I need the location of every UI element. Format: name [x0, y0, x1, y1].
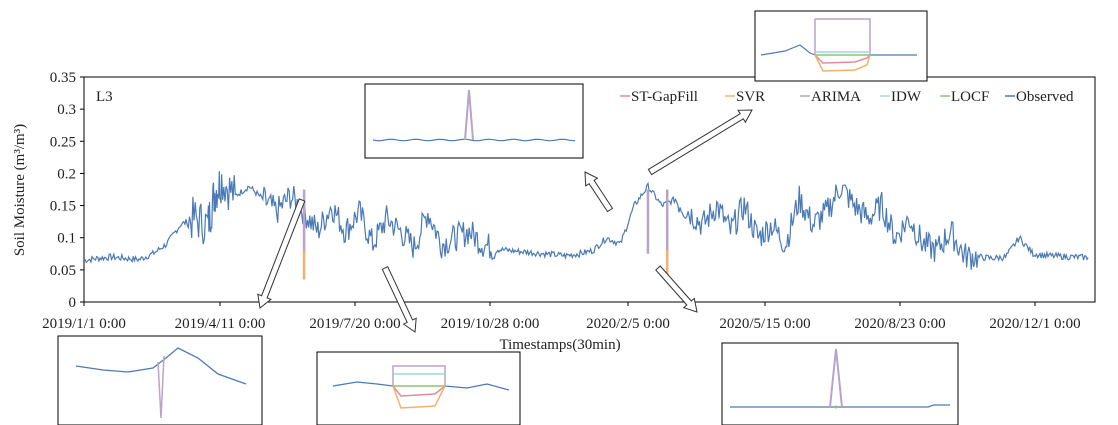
x-tick-label: 2020/5/15 0:00 [719, 316, 810, 332]
inset-observed-line [332, 381, 394, 387]
x-tick-label: 2020/12/1 0:00 [989, 316, 1080, 332]
inset-bottom-mid [316, 351, 521, 425]
callout-arrows [257, 109, 753, 333]
inset-frame [721, 342, 959, 425]
inset-top-middle [364, 83, 584, 159]
plot-frame [83, 76, 1096, 303]
inset-svr-line [814, 54, 871, 72]
y-tick-label: 0.05 [50, 263, 76, 279]
y-tick-label: 0.1 [57, 231, 76, 247]
inset-locf-dot [834, 405, 838, 409]
x-axis-title: Timestamps(30min) [499, 337, 620, 353]
inset-stgapfill-line [392, 385, 446, 397]
callout-arrow [655, 265, 698, 313]
inset-frame [364, 83, 584, 159]
legend-entry: ARIMA [811, 89, 861, 105]
inset-arima-line [829, 348, 843, 408]
legend-entry: SVR [736, 89, 765, 105]
inset-frame [316, 351, 521, 425]
inset-stgapfill-line [814, 54, 871, 64]
y-tick-label: 0.2 [57, 166, 76, 182]
y-tick-label: 0.35 [50, 70, 76, 86]
inset-frame [754, 10, 928, 82]
inset-arima-line [392, 365, 446, 386]
y-tick-label: 0.3 [57, 102, 76, 118]
inset-observed-line [372, 138, 576, 142]
inset-svr-line [392, 385, 446, 409]
callout-arrow [257, 198, 306, 309]
y-axis-title: Soil Moisture (m³/m³) [12, 124, 28, 256]
main-series-group [83, 171, 1089, 270]
callout-arrow [381, 266, 417, 333]
inset-arima-line [157, 355, 165, 419]
x-tick-label: 2020/2/5 0:00 [586, 316, 670, 332]
x-axis-ticks: 2019/1/1 0:00 2019/4/11 0:00 2019/7/20 0:0… [42, 302, 1081, 332]
y-tick-label: 0 [69, 295, 77, 311]
x-tick-label: 2019/1/1 0:00 [42, 316, 126, 332]
callout-arrow [584, 171, 614, 213]
inset-arima-line [814, 18, 871, 55]
y-axis-ticks: 0 0.05 0.1 0.15 0.2 0.25 0.3 0.35 [50, 70, 84, 311]
observed-line [83, 171, 1089, 270]
callout-arrow [647, 109, 753, 176]
inset-observed-line [760, 44, 816, 56]
legend-entry: LOCF [951, 89, 989, 105]
legend-entry: IDW [891, 89, 922, 105]
x-tick-label: 2019/10/28 0:00 [441, 316, 540, 332]
inset-arima-line [464, 89, 474, 141]
inset-bottom-right [721, 342, 959, 425]
legend: ST-GapFill SVR ARIMA IDW LOCF Observed [620, 89, 1074, 105]
inset-observed-line [444, 383, 510, 391]
inset-observed-line [75, 347, 247, 385]
inset-top-right [754, 10, 928, 82]
legend-entry: Observed [1016, 89, 1074, 105]
x-tick-label: 2019/4/11 0:00 [175, 316, 266, 332]
y-tick-label: 0.15 [50, 199, 76, 215]
panel-label: L3 [96, 89, 113, 105]
x-tick-label: 2019/7/20 0:00 [309, 316, 400, 332]
inset-observed-line [730, 404, 950, 408]
x-tick-label: 2020/8/23 0:00 [854, 316, 945, 332]
y-tick-label: 0.25 [50, 134, 76, 150]
legend-entry: ST-GapFill [631, 89, 698, 105]
inset-bottom-left [57, 335, 263, 425]
